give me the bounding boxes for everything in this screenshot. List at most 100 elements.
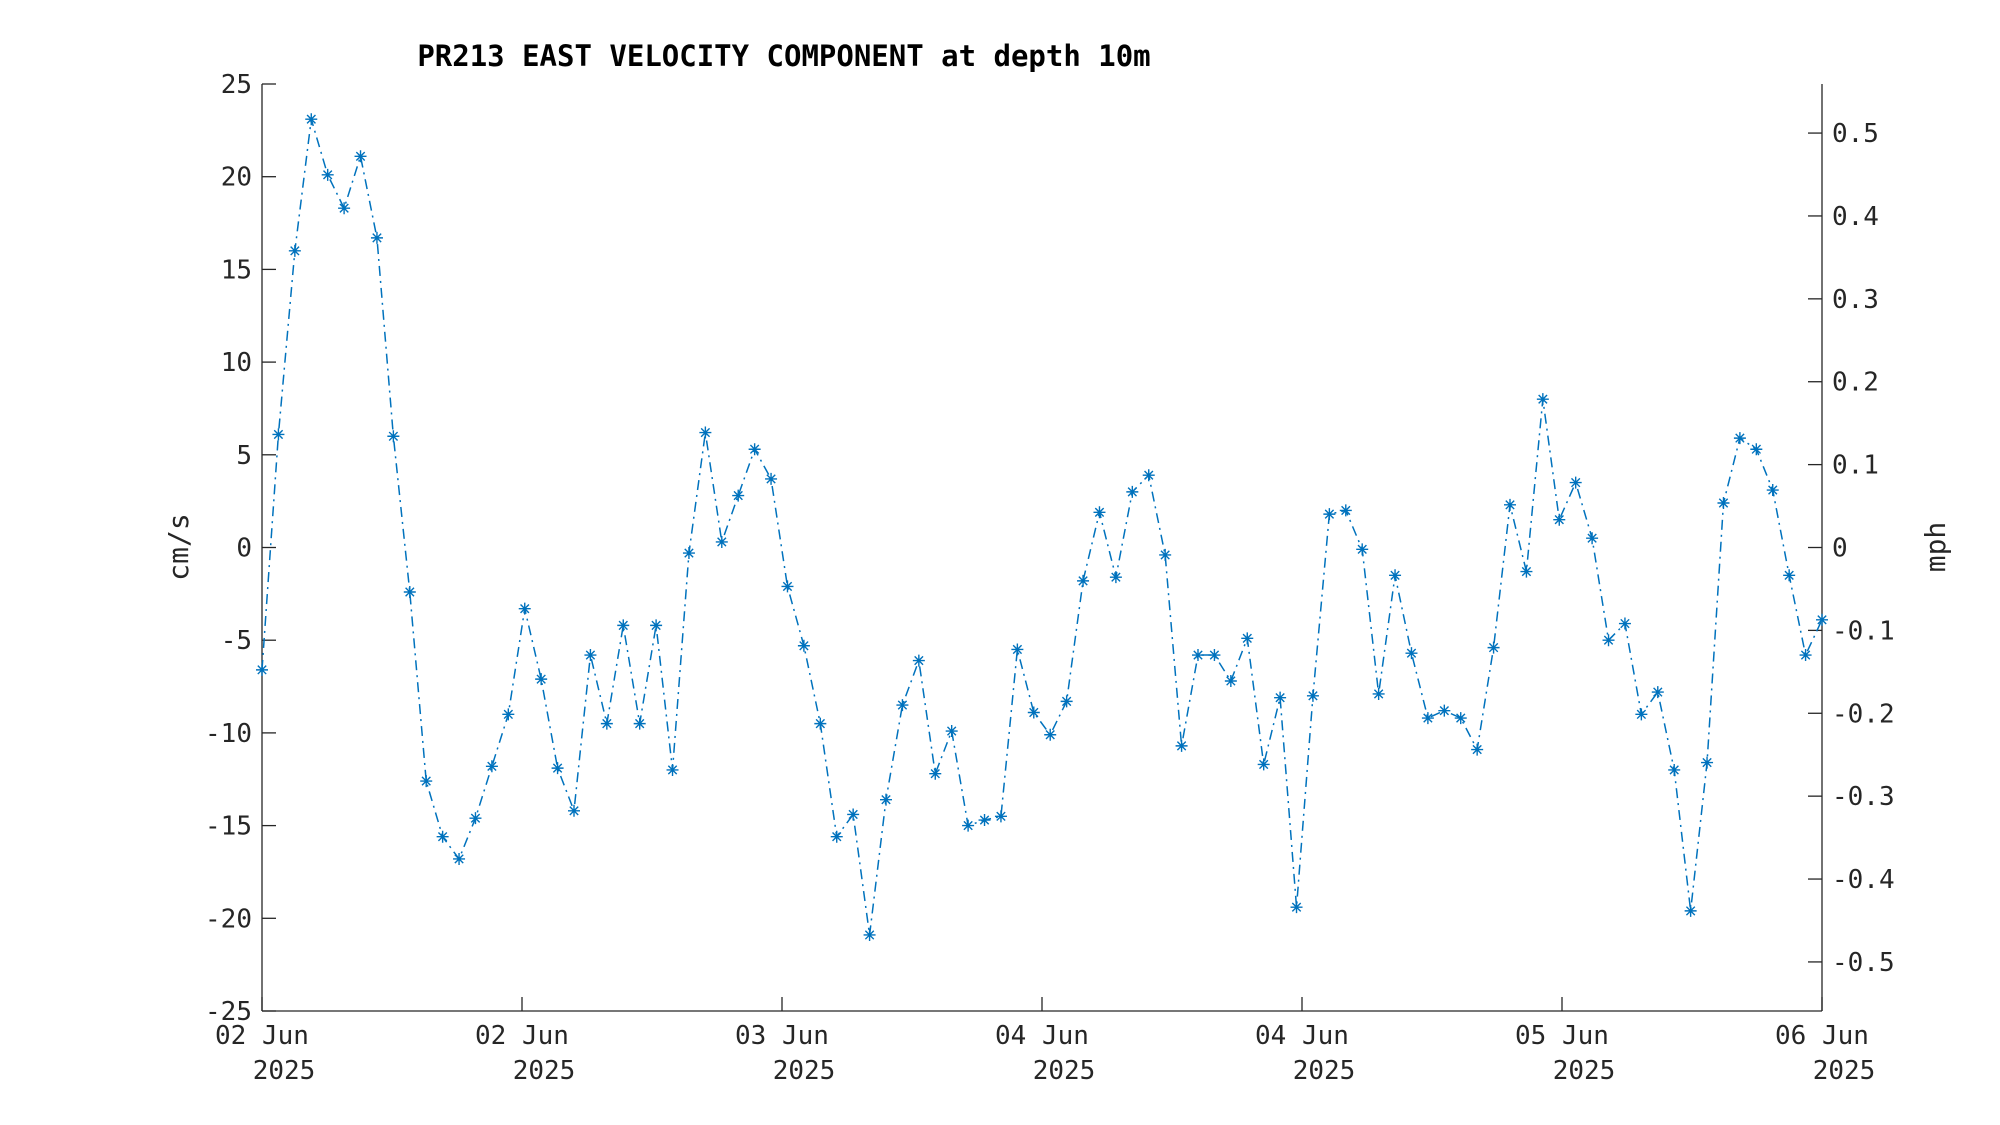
data-point xyxy=(1208,649,1221,662)
y-ticks-right: 0.5 0.4 0.3 0.2 0.1 0 -0.1 -0.2 -0.3 -0.4 -0.5 xyxy=(1808,119,1895,978)
data-point xyxy=(1356,543,1369,556)
data-point xyxy=(1651,686,1664,699)
data-point xyxy=(978,814,991,827)
y-axis-label: cm/s xyxy=(162,513,195,580)
y2-tick-label: 0.2 xyxy=(1832,368,1879,398)
data-point xyxy=(962,819,975,832)
data-point xyxy=(1011,643,1024,656)
y-tick-label: -20 xyxy=(205,904,252,934)
data-point xyxy=(1044,728,1057,741)
x-tick-label-year: 2025 xyxy=(513,1056,576,1086)
x-ticks: 02 Jun 2025 02 Jun 2025 03 Jun 2025 04 Jun 2025… xyxy=(215,997,1875,1086)
data-point xyxy=(1733,432,1746,445)
x-tick-label-day: 04 Jun xyxy=(995,1021,1089,1051)
data-point xyxy=(847,808,860,821)
data-point xyxy=(929,767,942,780)
data-point xyxy=(797,639,810,652)
data-point xyxy=(272,428,285,441)
data-point xyxy=(1684,904,1697,917)
x-tick-label-day: 06 Jun xyxy=(1775,1021,1869,1051)
data-point xyxy=(256,663,268,676)
data-point xyxy=(666,763,679,776)
x-tick-label-day: 04 Jun xyxy=(1255,1021,1349,1051)
data-point xyxy=(633,717,646,730)
data-point xyxy=(732,489,745,502)
data-point xyxy=(1224,674,1237,687)
data-point xyxy=(814,717,827,730)
data-point xyxy=(1701,756,1714,769)
data-point xyxy=(551,762,564,775)
data-point xyxy=(912,654,925,667)
data-point xyxy=(994,810,1007,823)
data-point xyxy=(1339,504,1352,517)
data-point xyxy=(1093,506,1106,519)
data-point xyxy=(1027,706,1040,719)
data-point xyxy=(1274,691,1287,704)
data-point xyxy=(1389,569,1402,582)
data-point xyxy=(1109,571,1122,584)
y2-tick-label: 0 xyxy=(1832,534,1848,564)
data-point xyxy=(1159,548,1172,561)
data-point xyxy=(305,113,318,126)
y-tick-label: -10 xyxy=(205,719,252,749)
x-tick-label-year: 2025 xyxy=(1813,1056,1876,1086)
data-point xyxy=(354,150,367,163)
data-point xyxy=(1126,485,1139,498)
data-point xyxy=(338,202,351,215)
data-point xyxy=(321,168,334,181)
y2-tick-label: -0.2 xyxy=(1832,699,1895,729)
x-tick-label-year: 2025 xyxy=(253,1056,316,1086)
data-point xyxy=(420,775,433,788)
y2-tick-label: -0.4 xyxy=(1832,865,1895,895)
data-point xyxy=(568,804,580,817)
data-point xyxy=(1175,739,1188,752)
data-point xyxy=(1717,497,1730,510)
data-point xyxy=(945,725,958,738)
data-point xyxy=(1569,476,1582,489)
data-point xyxy=(830,830,843,843)
y2-tick-label: -0.5 xyxy=(1832,948,1895,978)
data-point xyxy=(1553,513,1566,526)
data-point xyxy=(387,430,400,443)
y-ticks-left: 25 20 15 10 5 0 -5 -10 -15 -20 -25 xyxy=(205,70,276,1027)
x-tick-label-day: 03 Jun xyxy=(735,1021,829,1051)
data-point xyxy=(1421,712,1434,725)
y-tick-label: -15 xyxy=(205,812,252,842)
y2-tick-label: -0.3 xyxy=(1832,782,1895,812)
data-point xyxy=(1816,613,1828,626)
series-line xyxy=(261,119,1823,936)
y-tick-label: 15 xyxy=(221,255,252,285)
data-point xyxy=(1668,763,1681,776)
data-point xyxy=(1077,574,1090,587)
y-tick-label: 0 xyxy=(236,534,252,564)
x-tick-label-year: 2025 xyxy=(773,1056,836,1086)
data-point xyxy=(1290,901,1303,914)
data-point xyxy=(863,928,876,941)
data-point xyxy=(1142,469,1155,482)
y2-tick-label: 0.5 xyxy=(1832,119,1879,149)
y-tick-label: 25 xyxy=(221,70,252,100)
data-point xyxy=(535,673,548,686)
data-point xyxy=(370,231,383,244)
data-point xyxy=(781,580,794,593)
data-point xyxy=(1586,532,1599,545)
axes xyxy=(261,84,1823,1012)
data-point xyxy=(1766,484,1779,497)
data-point xyxy=(1536,393,1549,406)
data-point xyxy=(1602,634,1615,647)
y-tick-label: -5 xyxy=(221,626,252,656)
x-tick-label-year: 2025 xyxy=(1293,1056,1356,1086)
data-point xyxy=(600,717,613,730)
data-point xyxy=(1454,712,1467,725)
chart-title: PR213 EAST VELOCITY COMPONENT at depth 1… xyxy=(417,39,1150,73)
series-east-velocity xyxy=(256,113,1828,941)
y2-axis-label: mph xyxy=(1919,522,1952,573)
y-tick-label: 20 xyxy=(221,163,252,193)
y2-tick-label: 0.1 xyxy=(1832,451,1879,481)
data-point xyxy=(1504,498,1516,511)
data-point xyxy=(1257,758,1270,771)
data-point xyxy=(1192,649,1204,662)
data-point xyxy=(1520,565,1533,578)
data-point xyxy=(699,426,712,439)
data-point xyxy=(436,830,449,843)
